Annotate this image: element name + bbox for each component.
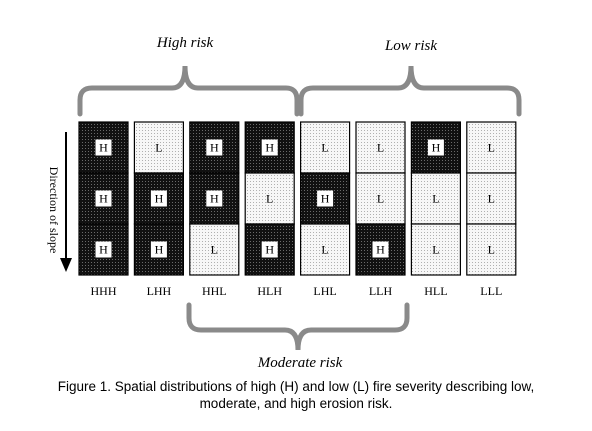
cell-letter: L xyxy=(377,141,384,155)
caption-line-1: Figure 1. Spatial distributions of high … xyxy=(57,379,535,394)
cell-label-box xyxy=(95,139,112,156)
cell-letter: L xyxy=(488,192,495,206)
cell-low xyxy=(410,223,461,276)
cell-label-box xyxy=(317,190,334,207)
cell-low xyxy=(189,223,240,276)
cell-letter: H xyxy=(99,192,108,206)
cell-letter: H xyxy=(265,141,274,155)
cell-letter: L xyxy=(488,141,495,155)
cell-low xyxy=(355,172,406,225)
cell-label-box xyxy=(261,139,278,156)
direction-of-slope-label: Direction of slope xyxy=(47,167,61,254)
severity-grid: HHHHHHLHHLHHHHLHHLHLHHLHLHLLHLLLHLLHHLLH… xyxy=(78,121,517,298)
cell-letter: L xyxy=(321,243,328,257)
cell-low xyxy=(466,121,517,174)
cell-letter: L xyxy=(155,141,162,155)
cell-label-box xyxy=(206,139,223,156)
cell-label-box xyxy=(95,241,112,258)
cell-letter: H xyxy=(99,243,108,257)
cell-label-box xyxy=(150,241,167,258)
high-risk-label: High risk xyxy=(156,35,214,51)
cell-label-box xyxy=(261,241,278,258)
cell-letter: H xyxy=(155,192,164,206)
cell-letter: H xyxy=(155,243,164,257)
cell-letter: H xyxy=(99,141,108,155)
cell-label-box xyxy=(95,190,112,207)
cell-label-box xyxy=(206,190,223,207)
caption-line-2: moderate, and high erosion risk. xyxy=(199,396,393,411)
cell-letter: L xyxy=(321,141,328,155)
cell-low xyxy=(300,223,351,276)
cell-low xyxy=(466,223,517,276)
column-label: LLH xyxy=(369,284,393,298)
column-label: HHH xyxy=(91,284,117,298)
cell-letter: H xyxy=(210,192,219,206)
cell-letter: L xyxy=(432,192,439,206)
cell-letter: L xyxy=(266,192,273,206)
cell-letter: L xyxy=(432,243,439,257)
cell-letter: H xyxy=(210,141,219,155)
column-label: HLL xyxy=(424,284,447,298)
cell-low xyxy=(410,172,461,225)
moderate-risk-brace xyxy=(186,302,410,351)
cell-letter: H xyxy=(265,243,274,257)
cell-letter: L xyxy=(377,192,384,206)
column-label: LHL xyxy=(313,284,336,298)
cell-low xyxy=(300,121,351,174)
cell-letter: L xyxy=(211,243,218,257)
cell-letter: H xyxy=(432,141,441,155)
cell-letter: H xyxy=(376,243,385,257)
column-label: HLH xyxy=(257,284,282,298)
cell-low xyxy=(244,172,295,225)
column-label: LHH xyxy=(147,284,172,298)
cell-label-box xyxy=(372,241,389,258)
cell-letter: H xyxy=(321,192,330,206)
cell-label-box xyxy=(427,139,444,156)
cell-label-box xyxy=(150,190,167,207)
moderate-risk-label: Moderate risk xyxy=(257,355,343,371)
slope-arrow-head xyxy=(60,258,72,272)
column-label: LLL xyxy=(480,284,502,298)
cell-low xyxy=(466,172,517,225)
cell-low xyxy=(355,121,406,174)
column-label: HHL xyxy=(202,284,227,298)
low-risk-label: Low risk xyxy=(384,38,437,54)
low-risk-brace xyxy=(298,65,522,117)
cell-letter: L xyxy=(488,243,495,257)
high-risk-brace xyxy=(77,65,300,117)
figure-caption: Figure 1. Spatial distributions of high … xyxy=(20,378,572,412)
